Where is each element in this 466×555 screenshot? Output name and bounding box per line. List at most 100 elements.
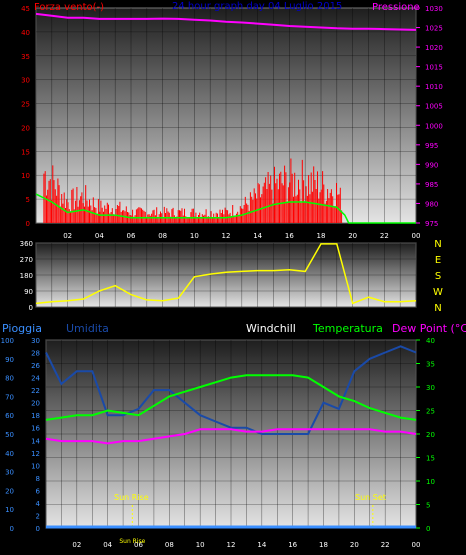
pressure-tick-label: 1025 <box>425 25 443 33</box>
rain-tick-label: 30 <box>5 469 14 477</box>
temperature-tick-label: 25 <box>426 408 435 416</box>
rain-tick-label: 70 <box>5 393 14 401</box>
humidity-tick-label: 2 <box>36 512 40 520</box>
humidity-tick-label: 24 <box>31 375 40 383</box>
temperature-tick-label: 35 <box>426 361 435 369</box>
humidity-tick-label: 26 <box>31 362 40 370</box>
humidity-tick-label: 10 <box>31 462 40 470</box>
x-tick-label: 18 <box>317 232 326 240</box>
wind-tick-label: 15 <box>21 148 30 156</box>
x-tick-label: 06 <box>134 541 143 549</box>
wind-direction-line <box>35 243 417 305</box>
rain-tick-label: 60 <box>5 412 14 420</box>
x-tick-label: 14 <box>253 232 262 240</box>
humidity-tick-label: 30 <box>31 337 40 345</box>
pressure-tick-label: 995 <box>425 142 438 150</box>
rain-tick-label: 50 <box>5 431 14 439</box>
humidity-tick-label: 18 <box>31 412 40 420</box>
wind-tick-label: 25 <box>21 101 30 109</box>
pressure-tick-label: 980 <box>425 200 438 208</box>
wind-tick-label: 35 <box>21 53 30 61</box>
direction-tick-label: 360 <box>20 240 33 248</box>
humidity-tick-label: 28 <box>31 350 40 358</box>
wind-tick-label: 45 <box>21 5 30 13</box>
compass-label: E <box>435 255 441 266</box>
humidity-label: Umidita <box>66 322 109 335</box>
temperature-line <box>45 374 417 421</box>
chart-title: 24 hour graph day 04 Luglio 2015 <box>172 1 342 12</box>
pressure-tick-label: 1000 <box>425 122 443 130</box>
dewpoint-label: Dew Point (°C) <box>392 322 466 335</box>
temperature-tick-label: 20 <box>426 431 435 439</box>
temperature-tick-label: 40 <box>426 337 435 345</box>
pressure-tick-label: 985 <box>425 181 438 189</box>
humidity-tick-label: 4 <box>36 500 41 508</box>
x-tick-label: 02 <box>72 541 81 549</box>
humidity-tick-label: 8 <box>36 475 40 483</box>
x-tick-label: 04 <box>103 541 112 549</box>
compass-label: N <box>434 239 441 250</box>
humidity-tick-label: 0 <box>36 525 40 533</box>
sun-set-label: Sun Set <box>355 493 386 502</box>
x-tick-label: 22 <box>380 232 389 240</box>
temperature-tick-label: 30 <box>426 384 435 392</box>
rain-label: Pioggia <box>2 322 42 335</box>
direction-tick-label: 0 <box>29 304 33 312</box>
direction-tick-label: 270 <box>20 256 33 264</box>
pressure-tick-label: 1005 <box>425 103 443 111</box>
temperature-tick-label: 5 <box>426 502 430 510</box>
x-tick-label: 06 <box>127 232 136 240</box>
rain-tick-label: 90 <box>5 356 14 364</box>
humidity-line <box>45 345 417 435</box>
pressure-tick-label: 975 <box>425 220 438 228</box>
rain-tick-label: 10 <box>5 506 14 514</box>
x-tick-label: 00 <box>412 541 421 549</box>
dewpoint-line <box>45 428 417 445</box>
sun-rise-tick-label: Sun Rise <box>119 538 145 545</box>
x-tick-label: 18 <box>319 541 328 549</box>
x-tick-label: 20 <box>348 232 357 240</box>
x-tick-label: 12 <box>222 232 231 240</box>
rain-tick-label: 80 <box>5 375 14 383</box>
x-tick-label: 16 <box>288 541 297 549</box>
humidity-tick-label: 14 <box>31 437 40 445</box>
pressure-tick-label: 1030 <box>425 5 443 13</box>
wind-tick-label: 30 <box>21 77 30 85</box>
rain-tick-label: 40 <box>5 450 14 458</box>
humidity-tick-label: 16 <box>31 425 40 433</box>
temperature-tick-label: 15 <box>426 455 435 463</box>
x-tick-label: 14 <box>257 541 266 549</box>
x-tick-label: 08 <box>158 232 167 240</box>
wind-average-line <box>35 193 416 224</box>
direction-tick-label: 180 <box>20 272 33 280</box>
pressure-line <box>35 12 417 31</box>
x-tick-label: 16 <box>285 232 294 240</box>
x-tick-label: 20 <box>350 541 359 549</box>
pressure-tick-label: 990 <box>425 161 438 169</box>
wind-axis-label: Forza vento(-) <box>34 2 104 13</box>
humidity-tick-label: 6 <box>36 487 41 495</box>
sun-rise-label: Sun Rise <box>114 493 149 502</box>
humidity-tick-label: 12 <box>31 450 40 458</box>
pressure-tick-label: 1020 <box>425 44 443 52</box>
wind-tick-label: 0 <box>26 220 30 228</box>
pressure-tick-label: 1015 <box>425 64 443 72</box>
compass-label: N <box>434 303 441 314</box>
x-tick-label: 10 <box>190 232 199 240</box>
wind-tick-label: 5 <box>26 196 30 204</box>
wind-tick-label: 10 <box>21 172 30 180</box>
humidity-tick-label: 22 <box>31 387 40 395</box>
windchill-label: Windchill <box>246 322 296 335</box>
temperature-label: Temperatura <box>312 322 383 335</box>
x-tick-label: 02 <box>63 232 72 240</box>
x-tick-label: 12 <box>227 541 236 549</box>
wind-tick-label: 20 <box>21 124 30 132</box>
compass-label: S <box>435 271 441 282</box>
humidity-tick-label: 20 <box>31 400 40 408</box>
x-tick-label: 04 <box>95 232 104 240</box>
temperature-tick-label: 10 <box>426 478 435 486</box>
x-tick-label: 22 <box>381 541 390 549</box>
rain-tick-label: 0 <box>10 525 14 533</box>
rain-tick-label: 20 <box>5 487 14 495</box>
